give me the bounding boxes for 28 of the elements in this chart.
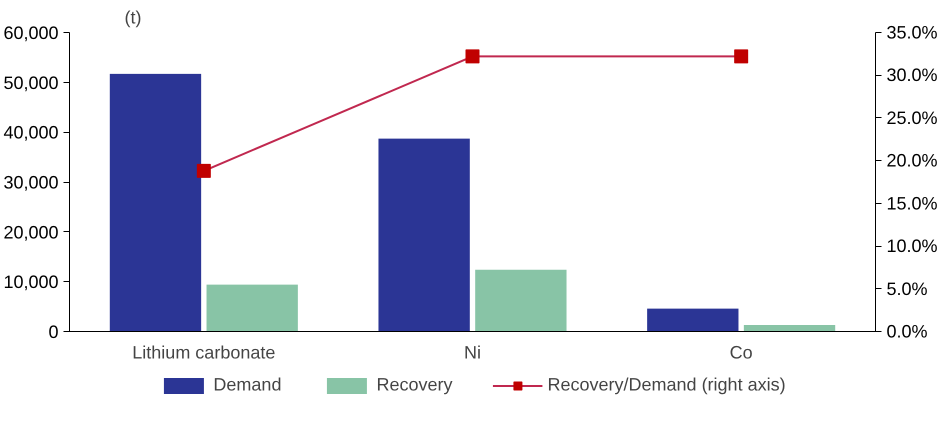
y-tick-label: 60,000	[3, 23, 59, 43]
y-tick-label: 50,000	[3, 72, 59, 93]
y2-tick-label: 35.0%	[886, 22, 938, 42]
y-axis-title: (t)	[124, 8, 142, 28]
y2-tick-label: 25.0%	[886, 108, 938, 128]
bar	[475, 270, 567, 332]
y2-tick-label: 20.0%	[886, 150, 938, 171]
y2-tick-label: 30.0%	[886, 65, 938, 86]
y2-tick-label: 10.0%	[886, 236, 938, 256]
y-tick-label: 30,000	[3, 172, 59, 192]
x-tick-label: Co	[730, 342, 753, 362]
legend-label: Demand	[213, 374, 282, 396]
bar	[647, 308, 738, 332]
y-tick-label: 10,000	[3, 272, 59, 292]
y-tick-label: 40,000	[3, 122, 59, 143]
bar	[744, 325, 836, 332]
y-tick-label: 20,000	[3, 222, 59, 242]
y-tick-label: 0	[48, 322, 59, 342]
bar	[378, 138, 470, 332]
bar	[110, 74, 202, 332]
x-tick-label: Ni	[464, 342, 481, 362]
legend-label: Recovery/Demand (right axis)	[548, 374, 786, 396]
bar	[206, 284, 298, 332]
x-tick-label: Lithium carbonate	[132, 342, 276, 362]
y2-tick-label: 15.0%	[886, 193, 938, 214]
y2-tick-label: 0.0%	[886, 322, 928, 342]
y2-tick-label: 5.0%	[886, 278, 928, 299]
legend-label: Recovery	[376, 374, 452, 396]
